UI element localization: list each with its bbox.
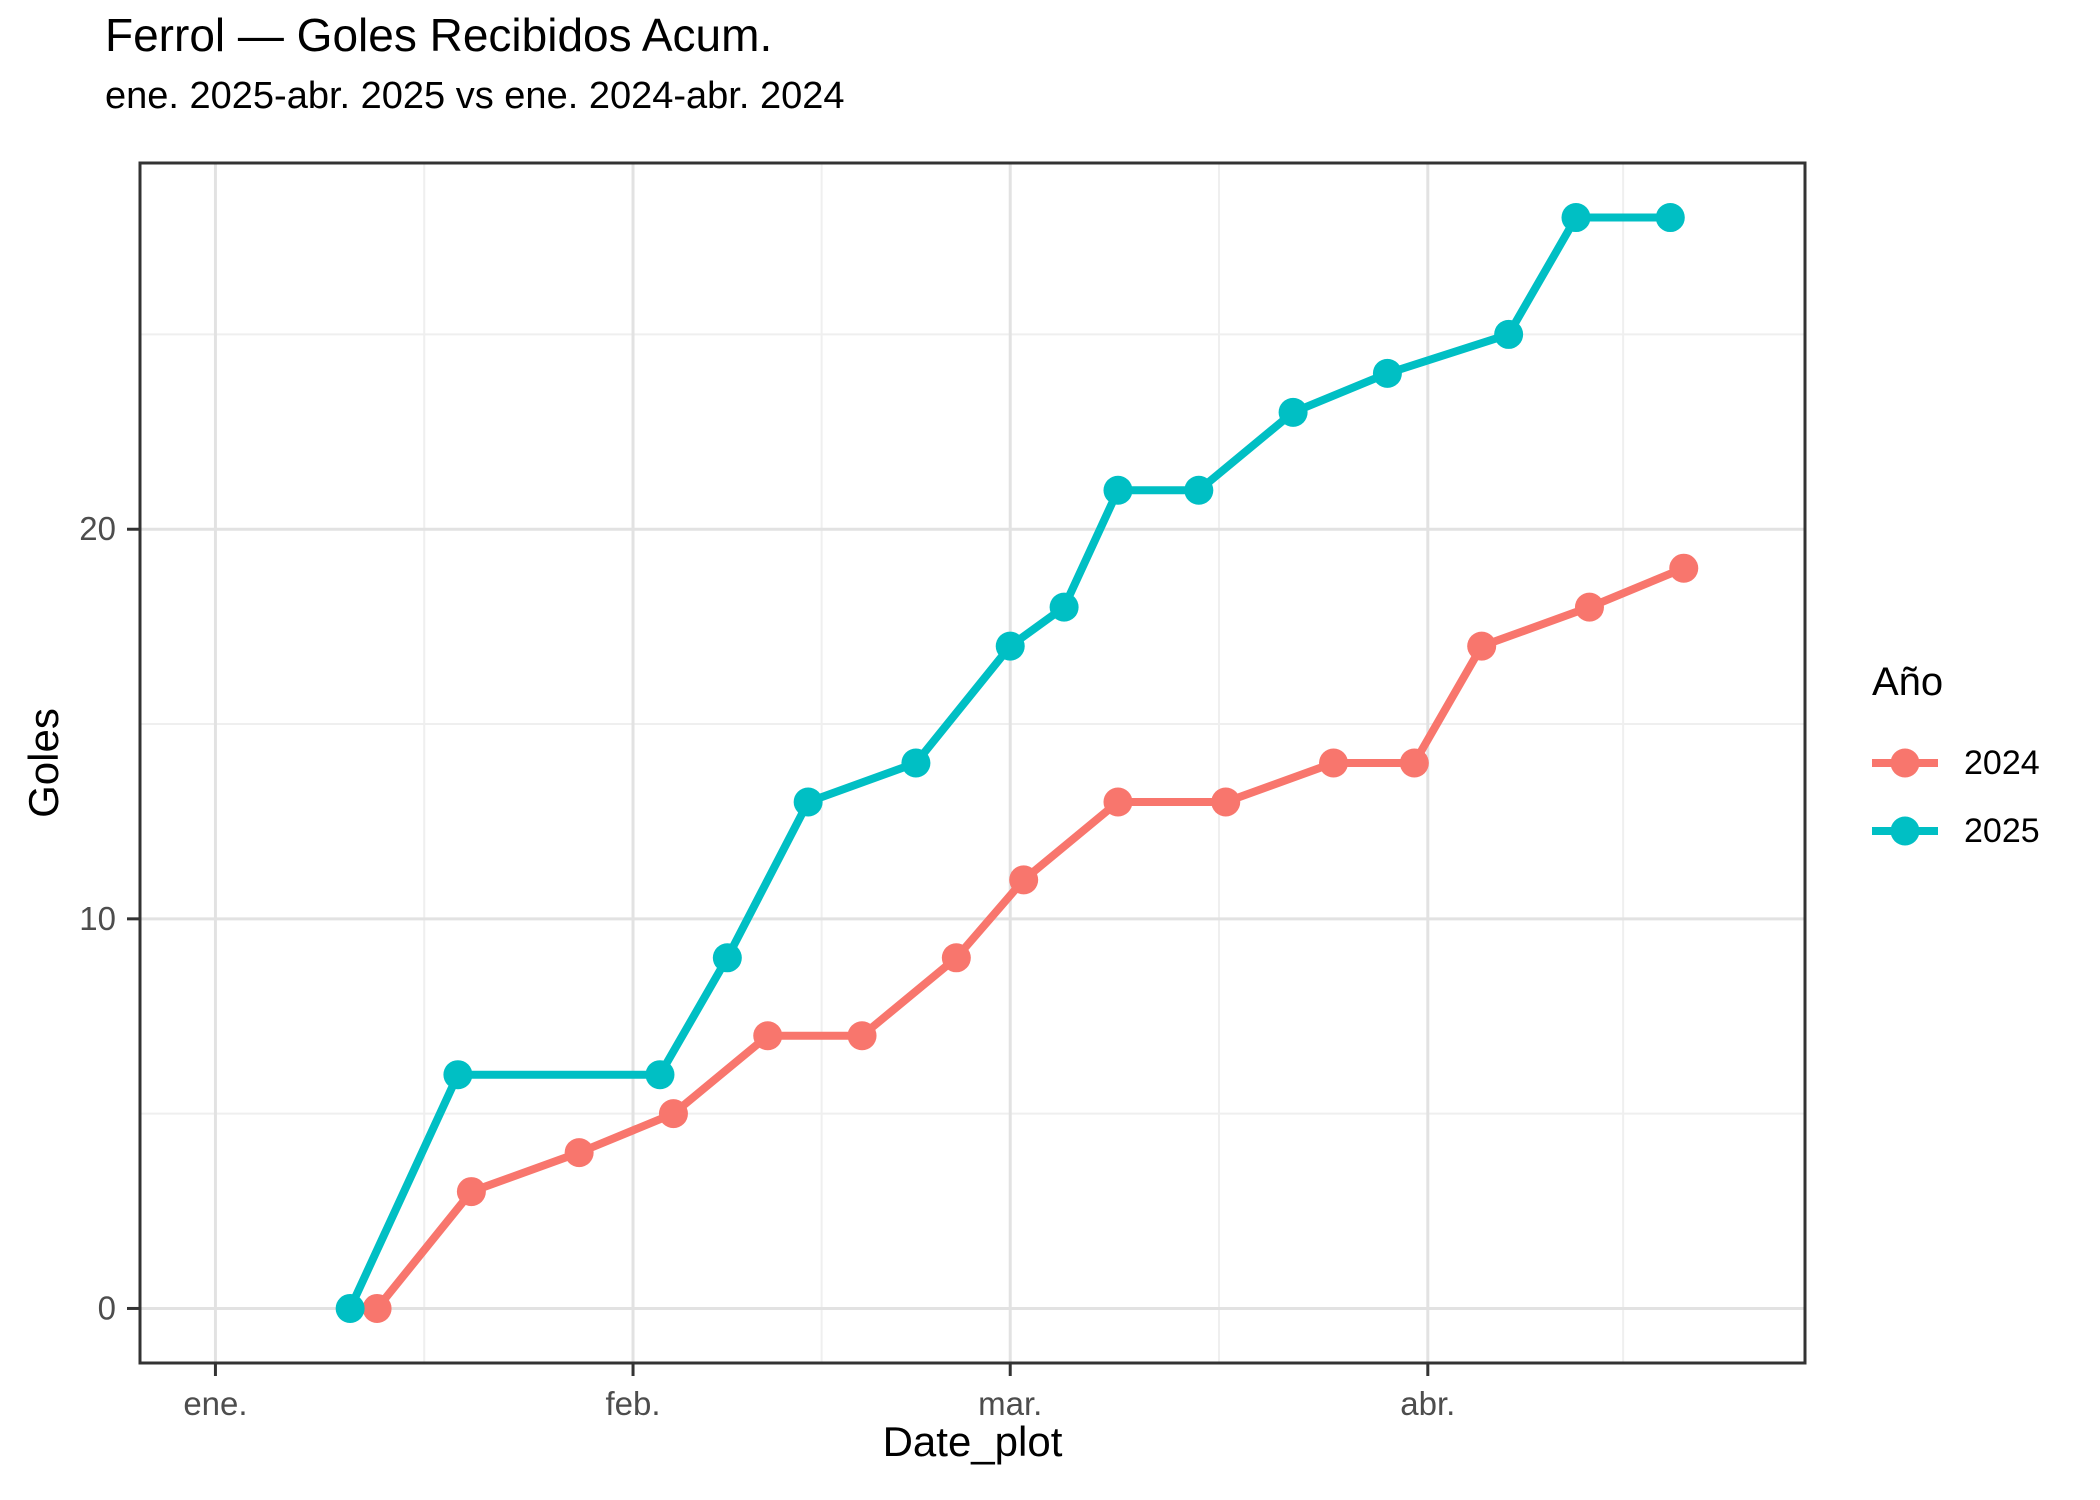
point-2024 <box>941 943 971 973</box>
legend-item-label: 2024 <box>1964 743 2040 782</box>
panel-background <box>140 163 1805 1363</box>
point-2025 <box>1184 475 1214 505</box>
y-tick-label: 0 <box>98 1289 116 1326</box>
point-2025 <box>645 1060 675 1090</box>
point-2024 <box>564 1138 594 1168</box>
point-2025 <box>335 1293 365 1323</box>
point-2025 <box>1278 397 1308 427</box>
point-2025 <box>1561 203 1591 233</box>
legend: Año 2024 2025 <box>1872 660 2040 877</box>
legend-title: Año <box>1872 660 1944 704</box>
y-tick-label: 10 <box>79 900 116 937</box>
x-tick-label: ene. <box>183 1385 247 1422</box>
x-tick-label: abr. <box>1400 1385 1455 1422</box>
point-2024 <box>1319 748 1349 778</box>
x-tick-label: mar. <box>978 1385 1042 1422</box>
point-2025 <box>443 1060 473 1090</box>
point-2025 <box>712 943 742 973</box>
legend-item-label: 2025 <box>1964 811 2040 850</box>
point-2025 <box>995 631 1025 661</box>
y-tick-label: 20 <box>79 510 116 547</box>
point-2025 <box>901 748 931 778</box>
point-2024 <box>1211 787 1241 817</box>
point-2025 <box>1655 203 1685 233</box>
point-2024 <box>1103 787 1133 817</box>
point-2024 <box>847 1021 877 1051</box>
legend-item-2024: 2024 <box>1872 741 2040 785</box>
point-2024 <box>1009 865 1039 895</box>
x-axis-title: Date_plot <box>882 1418 1063 1465</box>
legend-items: 2024 2025 <box>1872 741 2040 853</box>
chart-subtitle: ene. 2025-abr. 2025 vs ene. 2024-abr. 20… <box>105 75 845 117</box>
point-2025 <box>793 787 823 817</box>
point-2024 <box>456 1177 486 1207</box>
y-axis-title: Goles <box>20 708 67 818</box>
point-2024 <box>1669 553 1699 583</box>
point-2024 <box>1467 631 1497 661</box>
legend-item-2025: 2025 <box>1872 809 2040 853</box>
point-2025 <box>1372 358 1402 388</box>
point-2024 <box>362 1293 392 1323</box>
legend-key-icon <box>1872 748 1938 778</box>
x-tick-label: feb. <box>606 1385 661 1422</box>
point-2025 <box>1103 475 1133 505</box>
legend-key-icon <box>1872 816 1938 846</box>
point-2025 <box>1494 319 1524 349</box>
point-2025 <box>1049 592 1079 622</box>
chart-title: Ferrol — Goles Recibidos Acum. <box>105 9 773 61</box>
point-2024 <box>658 1099 688 1129</box>
panel-border <box>138 161 1807 1365</box>
point-2024 <box>753 1021 783 1051</box>
point-2024 <box>1399 748 1429 778</box>
point-2024 <box>1574 592 1604 622</box>
